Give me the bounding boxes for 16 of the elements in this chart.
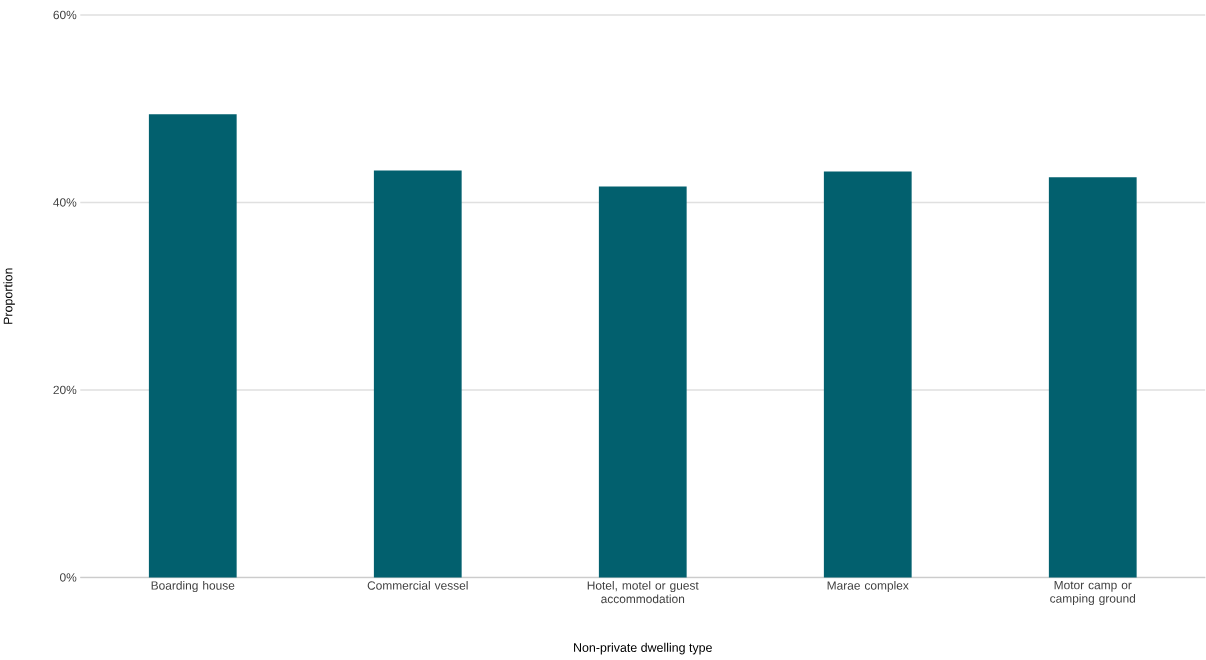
x-tick-label: Motor camp or camping ground xyxy=(1050,580,1136,605)
x-tick-label: Boarding house xyxy=(151,580,235,592)
bar xyxy=(598,186,687,578)
bar xyxy=(823,171,912,578)
y-tick-label: 60% xyxy=(53,10,77,20)
bar xyxy=(148,114,237,578)
x-tick-label: Commercial vessel xyxy=(367,580,468,590)
y-tick-label: 20% xyxy=(53,385,77,395)
bar xyxy=(373,170,462,578)
y-tick-label: 0% xyxy=(60,573,77,582)
x-tick-label: Hotel, motel or guest accommodation xyxy=(587,580,699,604)
x-axis-title: Non-private dwelling type xyxy=(574,642,712,655)
x-tick-label: Marae complex xyxy=(827,580,909,592)
y-tick-label: 40% xyxy=(53,198,77,207)
y-axis-title: Proportion xyxy=(3,268,15,324)
bar xyxy=(1048,177,1137,578)
